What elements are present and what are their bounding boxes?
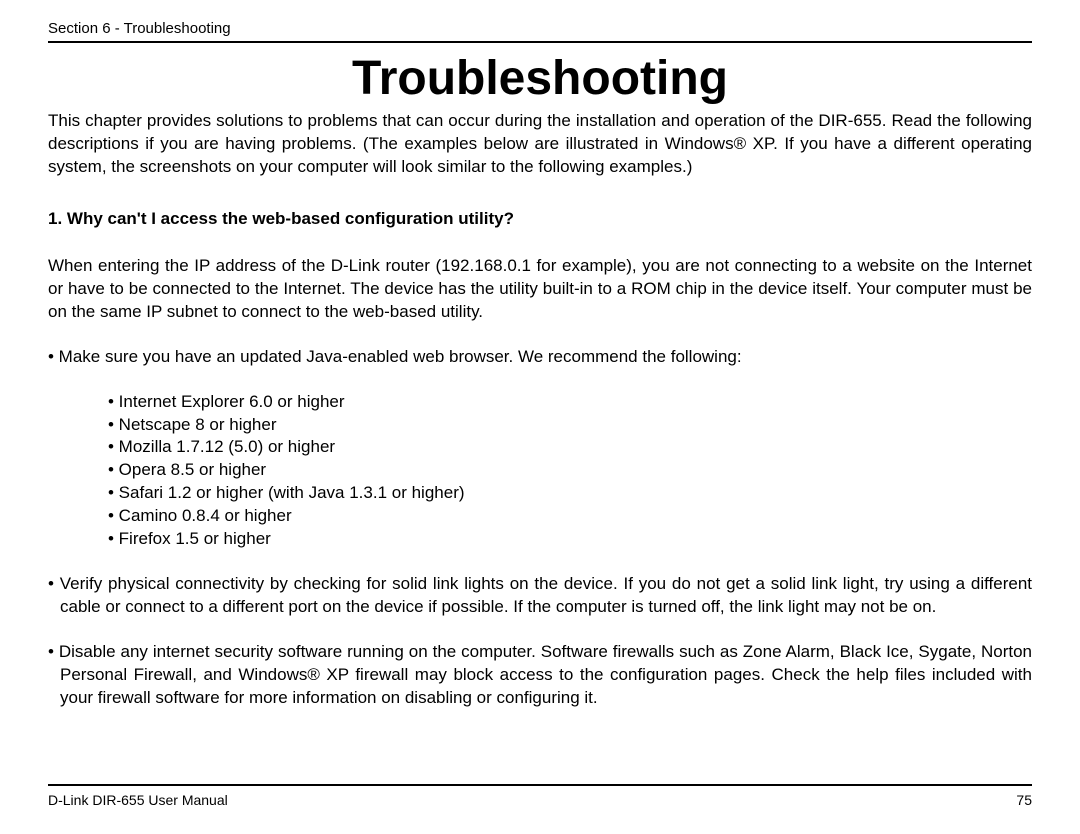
question-1-paragraph: When entering the IP address of the D-Li… <box>48 255 1032 324</box>
footer-page-number: 75 <box>1016 792 1032 808</box>
bullet-connectivity: • Verify physical connectivity by checki… <box>48 573 1032 619</box>
footer-manual-name: D-Link DIR-655 User Manual <box>48 792 228 808</box>
bullet-security: • Disable any internet security software… <box>48 641 1032 710</box>
browser-item: • Mozilla 1.7.12 (5.0) or higher <box>108 436 1032 459</box>
header-section-label: Section 6 - Troubleshooting <box>48 20 1032 43</box>
browser-item: • Opera 8.5 or higher <box>108 459 1032 482</box>
browser-item: • Camino 0.8.4 or higher <box>108 505 1032 528</box>
question-1-heading: 1. Why can't I access the web-based conf… <box>48 209 1032 229</box>
browser-item: • Internet Explorer 6.0 or higher <box>108 391 1032 414</box>
browser-item: • Safari 1.2 or higher (with Java 1.3.1 … <box>108 482 1032 505</box>
page-footer: D-Link DIR-655 User Manual 75 <box>48 784 1032 808</box>
browser-list: • Internet Explorer 6.0 or higher • Nets… <box>108 391 1032 552</box>
page-title: Troubleshooting <box>48 51 1032 106</box>
intro-paragraph: This chapter provides solutions to probl… <box>48 110 1032 179</box>
bullet-browser-intro: • Make sure you have an updated Java-ena… <box>48 346 1032 369</box>
browser-item: • Netscape 8 or higher <box>108 414 1032 437</box>
browser-item: • Firefox 1.5 or higher <box>108 528 1032 551</box>
